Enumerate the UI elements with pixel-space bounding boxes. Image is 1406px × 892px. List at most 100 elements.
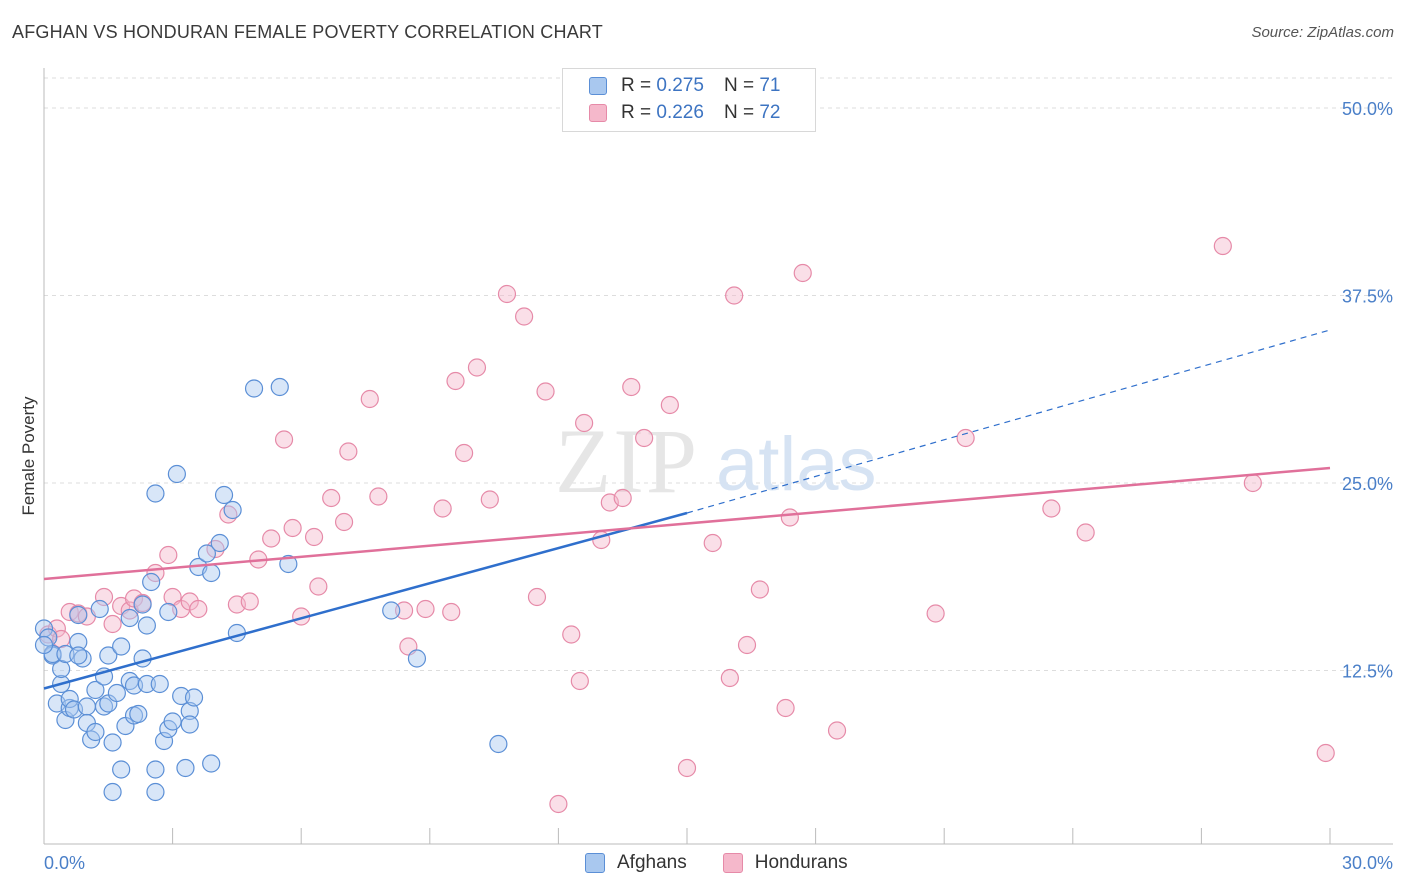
watermark-zip: ZIP [555, 410, 699, 512]
honduran-point [394, 601, 414, 620]
afghan-point [184, 688, 204, 707]
afghan-point [142, 572, 161, 592]
honduran-point [720, 668, 739, 688]
axes [43, 68, 1393, 845]
honduran-point [725, 286, 744, 305]
honduran-point [262, 529, 281, 548]
honduran-point [703, 533, 722, 553]
afghan-point [489, 734, 508, 754]
honduran-point [956, 428, 975, 448]
legend-r-value: 0.275 [656, 75, 704, 96]
honduran-point [677, 758, 697, 778]
afghan-point [34, 635, 54, 655]
bottom-legend-afghans[interactable]: Afghans [585, 852, 687, 874]
y-tick-label: 37.5% [1342, 287, 1393, 307]
honduran-point [103, 614, 122, 634]
honduran-point [339, 442, 358, 461]
afghan-point [167, 464, 186, 484]
trend-lines [43, 329, 1331, 690]
afghan-swatch [589, 77, 607, 95]
legend-row-afghans: R = 0.275 N = 71 [589, 73, 780, 99]
y-tick-label: 25.0% [1342, 474, 1393, 494]
afghan-point [69, 605, 88, 625]
afghan-point [176, 758, 195, 778]
afghan-point [202, 754, 221, 773]
hondurans-label: Hondurans [754, 852, 848, 873]
grid-lines [44, 77, 1393, 671]
legend: R = 0.275 N = 71 R = 0.226 N = 72 [562, 68, 816, 132]
y-axis-label: Female Poverty [19, 396, 38, 516]
afghan-point [154, 731, 174, 751]
honduran-point [1243, 473, 1262, 493]
legend-r-value: 0.226 [656, 102, 704, 123]
honduran-point [570, 671, 589, 691]
honduran-point [515, 307, 534, 326]
afghan-point [52, 659, 71, 679]
afghan-point [270, 377, 289, 397]
honduran-point [189, 599, 208, 619]
honduran-point [1316, 743, 1335, 763]
honduran-point [467, 358, 487, 377]
y-tick-label: 50.0% [1342, 99, 1393, 119]
source-label: Source: ZipAtlas.com [1251, 24, 1394, 41]
honduran-point [776, 698, 795, 718]
afghan-point [244, 379, 264, 398]
honduran-point [750, 580, 769, 599]
legend-n-label: N = [723, 102, 755, 123]
chart-title: AFGHAN VS HONDURAN FEMALE POVERTY CORREL… [12, 22, 603, 42]
honduran-point [159, 545, 178, 565]
honduran-point [360, 389, 379, 409]
legend-n-label: N = [723, 75, 755, 96]
honduran-points [39, 236, 1335, 814]
honduran-point [575, 413, 594, 433]
afghan-point [407, 649, 427, 668]
x-tick-label-min: 0.0% [44, 853, 85, 873]
honduran-point [369, 487, 388, 506]
honduran-point [283, 518, 302, 538]
honduran-point [793, 263, 812, 283]
watermark-atlas: atlas [716, 422, 877, 507]
afghan-trend-line [43, 511, 688, 690]
x-tick-label-max: 30.0% [1342, 853, 1393, 873]
honduran-point [240, 592, 259, 611]
honduran-point [536, 382, 555, 401]
honduran-point [433, 499, 452, 518]
honduran-point [613, 488, 632, 508]
honduran-point [1042, 499, 1061, 518]
afghan-point [77, 697, 96, 716]
honduran-swatch [589, 104, 607, 122]
y-tick-labels: 12.5% 25.0% 37.5% 50.0% [1342, 99, 1393, 682]
legend-n-value: 71 [759, 75, 781, 96]
honduran-point [309, 577, 328, 596]
honduran-point [497, 284, 517, 304]
legend-n-value: 72 [759, 102, 781, 123]
afghan-point [210, 533, 229, 553]
afghan-point [180, 715, 199, 734]
afghan-point [137, 616, 156, 635]
afghan-point [129, 704, 148, 724]
afghans-label: Afghans [617, 852, 687, 873]
watermark: ZIP atlas [555, 410, 877, 512]
honduran-trend-line [43, 466, 1331, 581]
afghan-point [146, 760, 165, 779]
honduran-point [416, 599, 435, 619]
honduran-point [442, 602, 461, 622]
honduran-point [527, 587, 547, 607]
legend-r-label: R = [621, 75, 652, 96]
honduran-point [660, 395, 679, 415]
honduran-point [1076, 523, 1095, 542]
afghan-point [202, 563, 221, 583]
legend-row-hondurans: R = 0.226 N = 72 [589, 100, 780, 126]
afghan-point [150, 674, 169, 694]
afghan-point [214, 485, 234, 505]
bottom-legend-hondurans[interactable]: Hondurans [722, 852, 848, 874]
afghan-point [146, 484, 165, 503]
bottom-legend: Afghans Hondurans [585, 852, 884, 874]
honduran-point [322, 488, 341, 508]
afghan-point [103, 782, 122, 802]
afghan-point [279, 554, 298, 574]
honduran-point [334, 512, 354, 532]
honduran-point [635, 428, 654, 448]
afghan-legend-swatch [585, 853, 605, 873]
